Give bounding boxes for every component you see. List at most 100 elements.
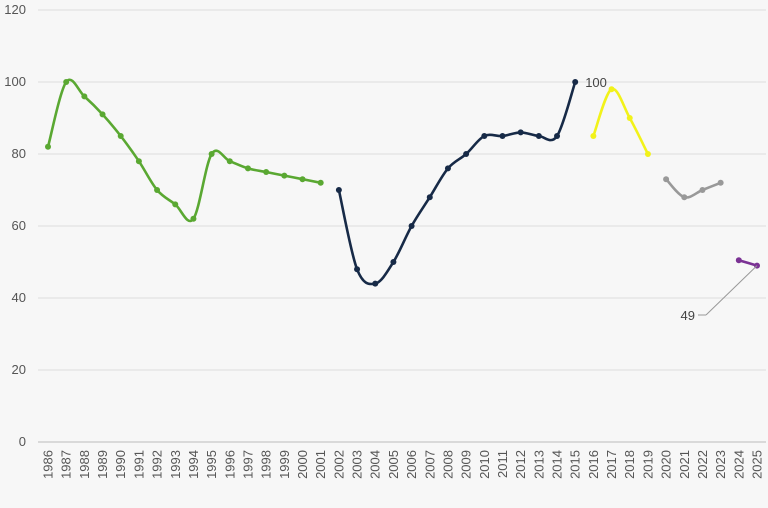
series-2 <box>335 79 579 287</box>
data-point <box>208 151 215 157</box>
data-point <box>535 133 542 139</box>
data-point <box>499 133 506 139</box>
x-tick-label: 2007 <box>422 450 437 479</box>
y-tick-label: 60 <box>12 218 26 233</box>
x-tick-label: 2011 <box>495 450 510 478</box>
series-4 <box>663 176 724 201</box>
data-point <box>517 129 524 136</box>
x-tick-label: 2025 <box>750 450 765 479</box>
x-tick-label: 2002 <box>331 450 346 479</box>
x-tick-label: 1990 <box>113 450 128 479</box>
data-point <box>45 143 51 150</box>
series-line <box>46 78 322 223</box>
series-3 <box>590 86 651 157</box>
x-tick-label: 2010 <box>477 450 492 479</box>
x-tick-label: 1993 <box>168 450 183 479</box>
data-point <box>281 172 288 179</box>
y-tick-label: 0 <box>19 434 26 449</box>
data-point <box>172 201 179 208</box>
data-point <box>572 79 579 85</box>
x-tick-label: 1998 <box>259 450 274 479</box>
data-point <box>608 86 615 93</box>
data-point <box>226 158 233 165</box>
x-tick-label: 2008 <box>440 450 455 479</box>
annotation-label: 100 <box>585 75 607 90</box>
data-point <box>626 115 633 121</box>
data-point <box>244 165 251 172</box>
x-tick-label: 2024 <box>731 450 746 479</box>
data-point <box>699 187 706 193</box>
x-tick-label: 2005 <box>386 450 401 479</box>
y-tick-label: 80 <box>12 146 26 161</box>
data-point <box>372 280 379 287</box>
x-tick-label: 2018 <box>622 450 637 479</box>
y-tick-label: 120 <box>4 2 26 17</box>
data-point <box>317 179 324 186</box>
x-tick-label: 2012 <box>513 450 528 479</box>
x-tick-label: 1991 <box>131 450 146 479</box>
data-point <box>354 266 361 273</box>
data-point <box>117 133 124 139</box>
x-tick-label: 2009 <box>459 450 474 479</box>
gridlines <box>38 9 766 443</box>
data-point <box>444 165 451 172</box>
data-point <box>81 93 88 100</box>
data-point <box>426 194 433 201</box>
y-axis-ticks: 0 20 40 60 80 100 120 <box>4 2 26 449</box>
x-tick-label: 2014 <box>550 450 565 479</box>
data-point <box>663 176 670 183</box>
data-point <box>263 169 270 175</box>
y-tick-label: 100 <box>4 74 26 89</box>
x-tick-label: 2019 <box>640 450 655 479</box>
series-lines <box>45 78 760 287</box>
x-tick-label: 2021 <box>677 450 692 479</box>
x-tick-label: 2013 <box>531 450 546 479</box>
x-tick-label: 2000 <box>295 450 310 479</box>
series-line <box>664 177 722 199</box>
x-tick-label: 1994 <box>186 450 201 479</box>
x-axis-ticks: 1986 1987 1988 1989 1990 1991 1992 1993 1994 1995… <box>41 450 765 479</box>
data-point <box>717 179 724 186</box>
data-point <box>190 215 197 222</box>
x-tick-label: 2016 <box>586 450 601 479</box>
data-point <box>554 133 561 139</box>
data-point <box>63 79 70 85</box>
x-tick-label: 2017 <box>604 450 619 479</box>
x-tick-label: 2001 <box>313 450 328 479</box>
data-point <box>735 257 742 264</box>
data-point <box>390 259 397 265</box>
x-tick-label: 1996 <box>222 450 237 479</box>
x-tick-label: 2020 <box>659 450 674 479</box>
annotations: 100 49 <box>585 75 758 323</box>
x-tick-label: 1999 <box>277 450 292 479</box>
x-tick-label: 1987 <box>59 450 74 479</box>
data-point <box>590 133 597 139</box>
x-tick-label: 2006 <box>404 450 419 479</box>
data-point <box>154 187 161 193</box>
x-tick-label: 2004 <box>368 450 383 479</box>
y-tick-label: 20 <box>12 362 26 377</box>
x-tick-label: 1995 <box>204 450 219 479</box>
x-tick-label: 2022 <box>695 450 710 479</box>
series-1 <box>45 78 324 223</box>
data-point <box>408 223 415 229</box>
x-tick-label: 1988 <box>77 450 92 479</box>
x-tick-label: 2023 <box>713 450 728 479</box>
x-tick-label: 2015 <box>568 450 583 479</box>
series-line <box>337 80 577 286</box>
data-point <box>481 133 488 139</box>
x-tick-label: 2003 <box>350 450 365 479</box>
data-point <box>135 158 142 165</box>
annotation-label: 49 <box>681 308 695 323</box>
x-tick-label: 1989 <box>95 450 110 479</box>
x-tick-label: 1986 <box>41 450 56 479</box>
annotation-leader-line <box>705 265 758 316</box>
data-point <box>644 151 651 157</box>
series-line <box>592 87 650 156</box>
y-tick-label: 40 <box>12 290 26 305</box>
data-point <box>463 151 470 157</box>
x-tick-label: 1997 <box>240 450 255 479</box>
x-tick-label: 1992 <box>150 450 165 479</box>
